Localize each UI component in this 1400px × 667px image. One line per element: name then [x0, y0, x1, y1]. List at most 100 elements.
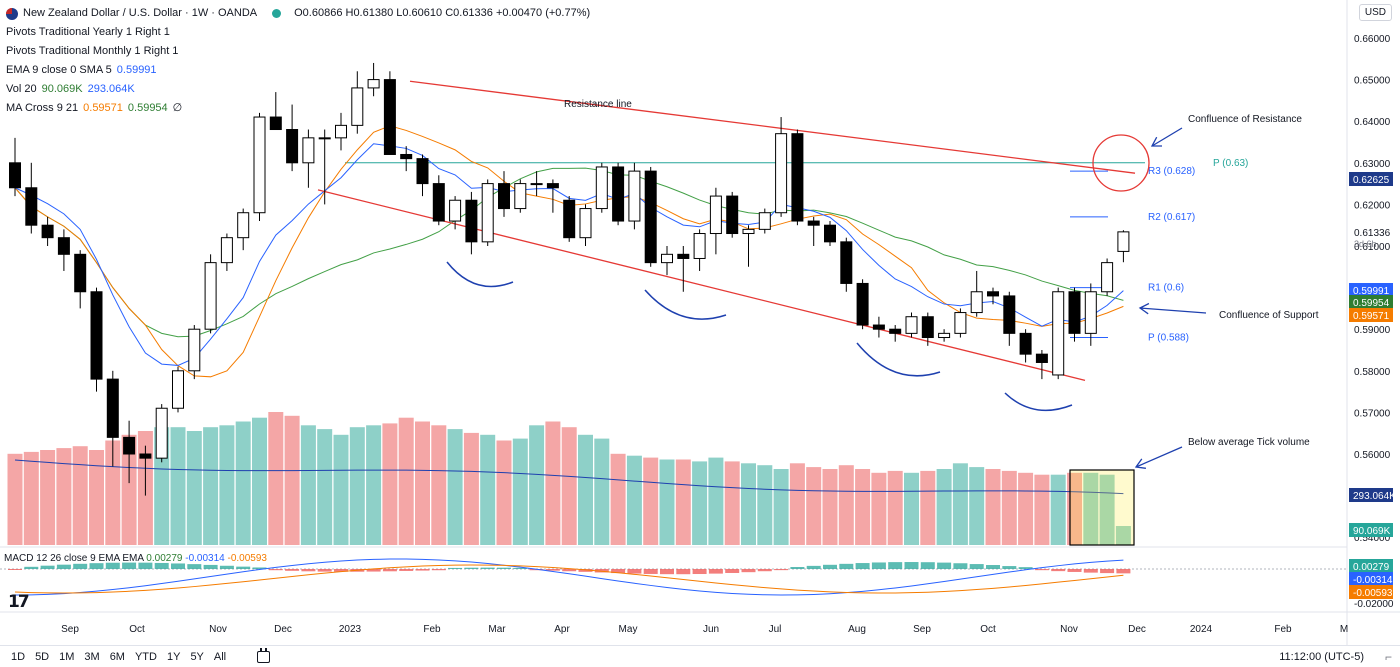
- candle-body: [1003, 295, 1016, 334]
- symbol-title[interactable]: New Zealand Dollar / U.S. Dollar · 1W · …: [23, 7, 258, 19]
- price-badge-bg: [1349, 308, 1393, 322]
- volume-bar: [789, 463, 805, 545]
- annotation-label: Resistance line: [564, 99, 632, 110]
- timeframe-3m[interactable]: 3M: [84, 650, 100, 663]
- candle-body: [432, 183, 445, 222]
- time-axis-label: May: [619, 624, 638, 635]
- volume-bar: [317, 429, 333, 545]
- volume-bar: [626, 455, 642, 545]
- volume-bar: [1018, 472, 1034, 545]
- symbol-row[interactable]: New Zealand Dollar / U.S. Dollar · 1W · …: [6, 4, 590, 23]
- timeframe-5d[interactable]: 5D: [35, 650, 50, 663]
- macd-histogram-bar: [1116, 569, 1131, 574]
- candle-body: [563, 199, 576, 239]
- volume-bar: [268, 412, 284, 545]
- currency-button[interactable]: USD: [1358, 4, 1392, 21]
- indicator-pivots-monthly[interactable]: Pivots Traditional Monthly 1 Right 1: [6, 42, 590, 61]
- volume-bar: [838, 465, 854, 545]
- macd-histogram-bar: [448, 567, 463, 569]
- indicator-ema[interactable]: EMA 9 close 0 SMA 5 0.59991: [6, 61, 590, 80]
- candle-body: [74, 253, 87, 293]
- indicator-macd[interactable]: MACD 12 26 close 9 EMA EMA 0.00279 -0.00…: [4, 553, 267, 564]
- candle-body: [856, 282, 869, 326]
- indicator-pivots-yearly[interactable]: Pivots Traditional Yearly 1 Right 1: [6, 23, 590, 42]
- time-axis-label: Jun: [703, 624, 719, 635]
- macd-histogram-bar: [823, 564, 837, 569]
- candle-body: [155, 407, 168, 459]
- candle-body: [824, 224, 836, 243]
- expand-icon[interactable]: ⌐: [1384, 649, 1392, 664]
- timeframe-1m[interactable]: 1M: [59, 650, 75, 663]
- candle-body: [709, 195, 722, 235]
- candle-body: [1101, 262, 1114, 293]
- candle-body: [905, 316, 918, 334]
- volume-bar: [170, 427, 186, 545]
- macd-tick-label: -0.02000: [1354, 599, 1394, 610]
- volume-badge: 293.064K: [1353, 491, 1396, 502]
- time-axis-label: 2024: [1190, 624, 1213, 635]
- candle-body: [612, 166, 625, 222]
- volume-bar: [529, 425, 545, 545]
- macd-histogram-bar: [611, 569, 626, 574]
- indicator-ma-cross[interactable]: MA Cross 9 21 0.59571 0.59954 ∅: [6, 99, 590, 118]
- volume-bar: [545, 421, 561, 545]
- ma-label: MA Cross 9 21: [6, 102, 79, 114]
- vol-label: Vol 20: [6, 83, 37, 95]
- macd-histogram-bar: [89, 563, 104, 569]
- indicator-volume[interactable]: Vol 20 90.069K 293.064K: [6, 80, 590, 99]
- macd-histogram-bar: [806, 565, 821, 569]
- ma-9-line: [14, 125, 1124, 378]
- macd-histogram-bar: [1051, 569, 1066, 572]
- candle-body: [1035, 353, 1048, 363]
- volume-bar: [382, 423, 398, 545]
- macd-histogram-bar: [399, 569, 414, 571]
- macd-histogram-bar: [105, 562, 120, 569]
- macd-histogram-bar: [676, 569, 691, 575]
- tick-volume-box: [1069, 469, 1135, 546]
- clock-timezone[interactable]: 11:12:00 (UTC-5): [1279, 650, 1364, 663]
- macd-histogram-bar: [708, 569, 723, 574]
- annotation-label: Below average Tick volume: [1188, 437, 1310, 448]
- volume-bar: [333, 434, 349, 545]
- pivot-level-label: R3 (0.628): [1148, 166, 1195, 177]
- macd-histogram-bar: [1100, 569, 1115, 574]
- candle-body: [367, 79, 380, 89]
- volume-bar: [121, 434, 137, 545]
- price-tick-label: 0.59000: [1354, 325, 1391, 336]
- volume-bar: [724, 461, 740, 545]
- support-arc: [644, 289, 727, 320]
- volume-arrow-head: [1134, 458, 1146, 469]
- macd-histogram-bar: [545, 569, 560, 571]
- timeframe-ytd[interactable]: YTD: [134, 650, 157, 663]
- time-axis-label: Mar: [488, 624, 506, 635]
- calendar-icon[interactable]: [257, 647, 271, 663]
- volume-bar: [496, 440, 512, 545]
- macd-histogram-bar: [1018, 567, 1033, 569]
- candle-body: [498, 183, 510, 210]
- volume-bar: [578, 434, 593, 545]
- macd-histogram-bar: [366, 569, 381, 572]
- timeframe-5y[interactable]: 5Y: [190, 650, 204, 663]
- chart-legend: New Zealand Dollar / U.S. Dollar · 1W · …: [6, 4, 590, 118]
- macd-histogram-bar: [431, 569, 446, 571]
- timeframe-1y[interactable]: 1Y: [166, 650, 181, 663]
- timeframe-6m[interactable]: 6M: [109, 650, 125, 663]
- volume-bar: [415, 421, 430, 545]
- macd-histogram-bar: [904, 562, 919, 569]
- candle-body: [400, 153, 413, 160]
- vol-value-1: 90.069K: [41, 83, 83, 95]
- macd-histogram-bar: [187, 564, 202, 569]
- timeframe-all[interactable]: All: [213, 650, 227, 663]
- candle-body: [644, 170, 657, 264]
- macd-histogram-bar: [969, 564, 984, 569]
- price-badge: 0.62625: [1353, 175, 1390, 186]
- volume-bar: [643, 457, 659, 545]
- price-tick-label: 0.54000: [1354, 533, 1391, 544]
- candle-body: [970, 291, 983, 314]
- candle-body: [693, 233, 706, 259]
- timeframe-1d[interactable]: 1D: [11, 650, 26, 663]
- macd-histogram-bar: [562, 569, 577, 572]
- candle-body: [318, 137, 331, 140]
- price-tick-label: 0.56000: [1354, 450, 1391, 461]
